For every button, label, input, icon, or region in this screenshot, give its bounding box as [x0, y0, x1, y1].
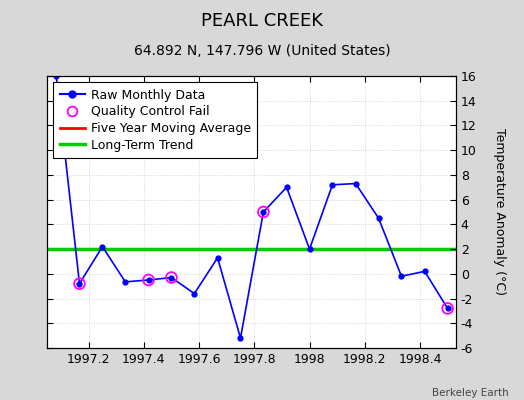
Text: 64.892 N, 147.796 W (United States): 64.892 N, 147.796 W (United States): [134, 44, 390, 58]
Y-axis label: Temperature Anomaly (°C): Temperature Anomaly (°C): [493, 128, 506, 296]
Text: PEARL CREEK: PEARL CREEK: [201, 12, 323, 30]
Text: Berkeley Earth: Berkeley Earth: [432, 388, 508, 398]
Point: [75, 280, 84, 287]
Point: [144, 277, 152, 283]
Point: [443, 305, 452, 312]
Legend: Raw Monthly Data, Quality Control Fail, Five Year Moving Average, Long-Term Tren: Raw Monthly Data, Quality Control Fail, …: [53, 82, 257, 158]
Point: [167, 274, 176, 281]
Point: [259, 209, 268, 215]
